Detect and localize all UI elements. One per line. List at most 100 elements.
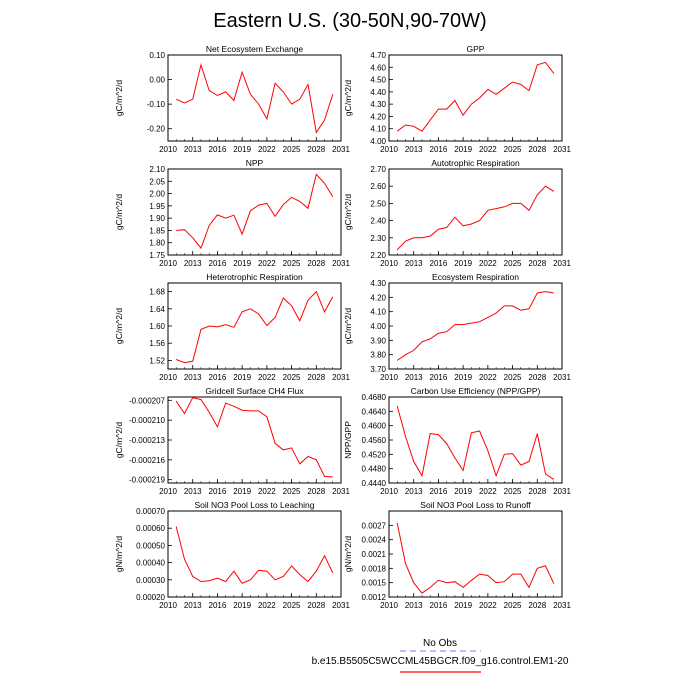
y-tick-label: 1.90 xyxy=(149,214,165,223)
x-tick-label: 2016 xyxy=(430,145,448,154)
x-tick-label: 2013 xyxy=(184,373,202,382)
y-tick-label: 1.95 xyxy=(149,202,165,211)
plot-frame xyxy=(167,54,342,142)
panel-heterotrophic-respiration: Heterotrophic Respiration gC/m^2/d 2010 201… xyxy=(114,272,350,382)
y-tick-label: 0.0018 xyxy=(362,564,387,573)
x-tick-label: 2031 xyxy=(553,373,571,382)
x-tick-label: 2025 xyxy=(504,373,522,382)
y-tick-label: 2.30 xyxy=(370,234,386,243)
x-tick-label: 2028 xyxy=(528,487,546,496)
x-tick-label: 2028 xyxy=(528,373,546,382)
y-tick-label: 2.10 xyxy=(149,165,165,174)
y-tick-label: 2.50 xyxy=(370,199,386,208)
x-tick-label: 2028 xyxy=(307,259,325,268)
y-tick-label: 4.00 xyxy=(370,322,386,331)
y-tick-label: -0.000219 xyxy=(129,476,166,485)
x-tick-label: 2013 xyxy=(405,601,423,610)
y-tick-label: 4.00 xyxy=(370,137,386,146)
x-tick-label: 2010 xyxy=(159,145,177,154)
y-tick-label: -0.000210 xyxy=(129,416,166,425)
series-line xyxy=(396,522,555,594)
y-tick-label: 0.4680 xyxy=(362,393,387,402)
y-axis-label: gC/m^2/d xyxy=(114,422,124,458)
x-tick-label: 2022 xyxy=(258,373,276,382)
plot-frame xyxy=(167,510,342,598)
x-tick-label: 2022 xyxy=(258,145,276,154)
y-axis-label: gC/m^2/d xyxy=(343,80,353,116)
x-tick-label: 2019 xyxy=(233,259,251,268)
y-tick-label: 4.30 xyxy=(370,100,386,109)
y-tick-label: -0.000207 xyxy=(129,396,166,405)
x-tick-label: 2010 xyxy=(380,145,398,154)
x-tick-label: 2010 xyxy=(380,259,398,268)
x-tick-label: 2031 xyxy=(553,259,571,268)
x-tick-label: 2013 xyxy=(184,259,202,268)
x-tick-label: 2022 xyxy=(479,259,497,268)
x-tick-label: 2025 xyxy=(283,601,301,610)
x-tick-label: 2031 xyxy=(553,145,571,154)
y-axis-label: NPP/GPP xyxy=(343,421,353,459)
x-tick-label: 2013 xyxy=(184,145,202,154)
series-line xyxy=(396,185,555,251)
x-tick-label: 2013 xyxy=(405,487,423,496)
panel-ecosystem-respiration: Ecosystem Respiration gC/m^2/d 2010 2013 201… xyxy=(343,272,571,382)
x-tick-label: 2010 xyxy=(159,601,177,610)
x-tick-label: 2022 xyxy=(258,487,276,496)
y-tick-label: 0.4560 xyxy=(362,436,387,445)
y-tick-label: 1.75 xyxy=(149,251,165,260)
x-tick-label: 2016 xyxy=(209,259,227,268)
x-tick-label: 2031 xyxy=(553,487,571,496)
x-tick-label: 2022 xyxy=(479,487,497,496)
x-tick-label: 2010 xyxy=(380,487,398,496)
y-tick-label: 4.40 xyxy=(370,88,386,97)
x-tick-label: 2031 xyxy=(332,145,350,154)
panel-title: Gridcell Surface CH4 Flux xyxy=(205,386,304,396)
y-tick-label: 0.0015 xyxy=(362,579,387,588)
panel-gridcell-surface-ch4-flux: Gridcell Surface CH4 Flux gC/m^2/d 2010 201… xyxy=(114,386,350,496)
plot-frame xyxy=(167,396,342,484)
x-tick-label: 2031 xyxy=(553,601,571,610)
y-tick-label: 1.56 xyxy=(149,339,165,348)
y-tick-label: 4.70 xyxy=(370,51,386,60)
y-tick-label: 4.10 xyxy=(370,125,386,134)
panel-gpp: GPP gC/m^2/d 2010 2013 2016 2019 2022 2025 2028 2… xyxy=(343,44,571,154)
y-tick-label: 2.05 xyxy=(149,177,165,186)
y-axis-label: gN/m^2/d xyxy=(114,536,124,572)
legend-entry-no-obs: No Obs xyxy=(423,638,457,649)
legend-entry-control-run: b.e15.B5505C5WCCML45BGCR.f09_g16.control… xyxy=(311,656,569,667)
y-tick-label: 1.85 xyxy=(149,226,165,235)
panel-title: Net Ecosystem Exchange xyxy=(206,44,304,54)
series-line xyxy=(175,62,334,134)
plot-frame xyxy=(167,168,342,256)
y-tick-label: 2.60 xyxy=(370,182,386,191)
panel-title: Heterotrophic Respiration xyxy=(206,272,303,282)
x-tick-label: 2016 xyxy=(430,601,448,610)
y-tick-label: 1.64 xyxy=(149,305,165,314)
panel-carbon-use-efficiency-npp-gpp: Carbon Use Efficiency (NPP/GPP) NPP/GPP 20… xyxy=(343,386,571,496)
y-tick-label: 0.0021 xyxy=(362,550,387,559)
y-tick-label: 1.52 xyxy=(149,356,165,365)
x-tick-label: 2025 xyxy=(504,601,522,610)
y-tick-label: 0.0027 xyxy=(362,521,387,530)
y-tick-label: 2.20 xyxy=(370,251,386,260)
x-tick-label: 2016 xyxy=(209,487,227,496)
y-tick-label: 0.00060 xyxy=(136,524,165,533)
panel-title: GPP xyxy=(467,44,485,54)
panel-soil-no3-pool-loss-to-runoff: Soil NO3 Pool Loss to Runoff gN/m^2/d 2010… xyxy=(343,500,571,610)
y-axis-label: gN/m^2/d xyxy=(343,536,353,572)
y-axis-label: gC/m^2/d xyxy=(343,194,353,230)
panel-soil-no3-pool-loss-to-leaching: Soil NO3 Pool Loss to Leaching gN/m^2/d 20… xyxy=(114,500,350,610)
panel-title: Soil NO3 Pool Loss to Runoff xyxy=(420,500,531,510)
y-tick-label: 3.80 xyxy=(370,351,386,360)
x-tick-label: 2025 xyxy=(504,259,522,268)
y-tick-label: 0.00 xyxy=(149,76,165,85)
panel-autotrophic-respiration: Autotrophic Respiration gC/m^2/d 2010 2013 2… xyxy=(343,158,571,268)
series-line xyxy=(396,61,555,132)
x-tick-label: 2019 xyxy=(454,373,472,382)
y-tick-label: 0.0012 xyxy=(362,593,387,602)
y-tick-label: 0.00050 xyxy=(136,541,165,550)
x-tick-label: 2022 xyxy=(258,601,276,610)
y-axis-label: gC/m^2/d xyxy=(343,308,353,344)
series-line xyxy=(176,290,334,364)
panel-title: Autotrophic Respiration xyxy=(431,158,520,168)
